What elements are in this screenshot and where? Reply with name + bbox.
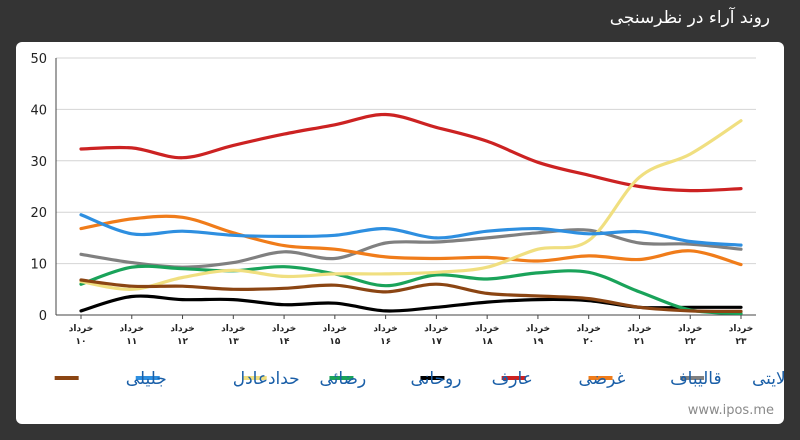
- x-tick-label-line1: خرداد: [678, 324, 702, 334]
- x-tick-label-line1: خرداد: [170, 324, 194, 334]
- legend-label: روحانی: [410, 369, 461, 389]
- x-tick-label-line2: ۲۳: [736, 337, 747, 347]
- x-tick-label-line2: ۱۲: [177, 337, 188, 347]
- x-tick-label-line1: خرداد: [627, 324, 651, 334]
- x-tick-label-line1: خرداد: [729, 324, 753, 334]
- series-line-1: [79, 228, 743, 269]
- x-tick-label-line2: ۲۰: [583, 337, 594, 347]
- legend-label: عارف: [492, 369, 533, 389]
- y-tick-label: 20: [30, 206, 47, 221]
- legend-label: ولایتی: [752, 369, 784, 389]
- y-tick-label: 50: [30, 52, 47, 67]
- series-line-6: [79, 119, 743, 291]
- x-tick-label-line2: ۱۴: [279, 337, 290, 347]
- series-line-8: [79, 278, 743, 313]
- series-line-5: [79, 264, 743, 316]
- x-tick-label-line1: خرداد: [69, 324, 93, 334]
- legend-label: غرضی: [579, 369, 626, 389]
- legend-label: جلیلی: [126, 369, 167, 389]
- x-tick-label-line1: خرداد: [424, 324, 448, 334]
- page-title: روند آراء در نظرسنجی: [609, 8, 770, 28]
- y-tick-label: 30: [30, 155, 47, 170]
- series-line-2: [79, 214, 743, 267]
- x-tick-label-line2: ۲۲: [685, 337, 696, 347]
- legend-label: قالیباف: [670, 369, 722, 389]
- chart-panel: 0 10 20 30 40 50 خرداد ۱۰ خرداد ۱۱ خرداد ۱۲ خرداد ۱۳ خ…: [16, 42, 784, 424]
- y-tick-label: 40: [30, 103, 47, 118]
- x-tick-label-line1: خرداد: [576, 324, 600, 334]
- x-tick-label-line2: ۱۸: [482, 337, 493, 347]
- x-tick-label-line1: خرداد: [526, 324, 550, 334]
- series-line-7: [79, 213, 743, 247]
- x-tick-label-line2: ۱۷: [431, 337, 442, 347]
- line-chart: 0 10 20 30 40 50 خرداد ۱۰ خرداد ۱۱ خرداد ۱۲ خرداد ۱۳ خ…: [30, 52, 784, 389]
- x-tick-label-line2: ۱۹: [532, 337, 543, 347]
- legend-label: حدادعادل: [233, 369, 300, 389]
- legend-label: رضائی: [319, 369, 366, 389]
- x-tick-label-line2: ۱۳: [228, 337, 239, 347]
- y-tick-label: 0: [39, 309, 47, 324]
- x-tick-label-line2: ۱۶: [380, 337, 391, 347]
- x-tick-label-line1: خرداد: [475, 324, 499, 334]
- series-line-3: [79, 112, 743, 193]
- x-tick-label-line2: ۲۱: [634, 337, 645, 347]
- x-tick-label-line1: خرداد: [323, 324, 347, 334]
- x-tick-label-line2: ۱۱: [126, 337, 137, 347]
- y-tick-label: 10: [30, 258, 47, 273]
- x-tick-label-line2: ۱۵: [329, 337, 340, 347]
- x-tick-label-line2: ۱۰: [76, 337, 87, 347]
- watermark: www.ipos.me: [687, 403, 774, 418]
- x-tick-label-line1: خرداد: [272, 324, 296, 334]
- x-tick-label-line1: خرداد: [221, 324, 245, 334]
- x-tick-label-line1: خرداد: [120, 324, 144, 334]
- x-tick-label-line1: خرداد: [373, 324, 397, 334]
